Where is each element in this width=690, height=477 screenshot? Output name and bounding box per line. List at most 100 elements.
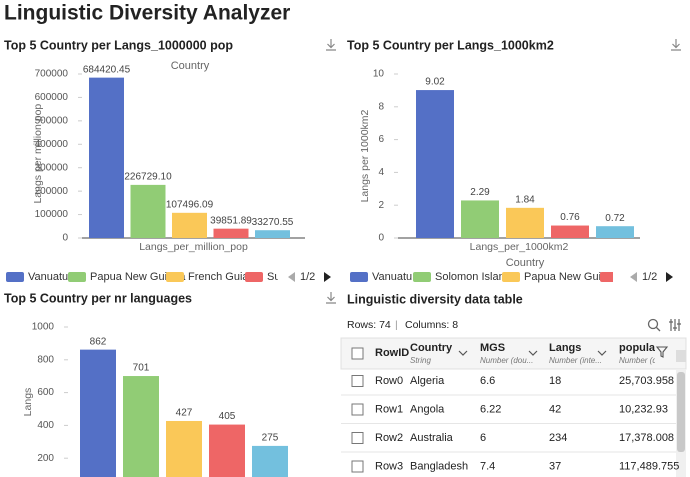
bar [416, 90, 454, 239]
y-tick-label: 400000 [35, 139, 69, 150]
bar [209, 424, 245, 477]
x-axis-label: Country [171, 60, 210, 72]
legend-label[interactable]: Solomon Islands [435, 271, 517, 283]
legend-swatch[interactable] [6, 272, 24, 282]
legend-label[interactable]: Papua New Guinea [90, 271, 186, 283]
download-icon[interactable] [326, 39, 336, 51]
value-label: 33270.55 [252, 217, 294, 228]
y-tick-label: 4 [378, 167, 384, 178]
download-icon[interactable] [671, 39, 681, 51]
table-title: Linguistic diversity data table [347, 292, 523, 306]
value-label: 2.29 [470, 187, 490, 198]
y-axis-label: Langs per million pop [32, 104, 44, 204]
legend-swatch[interactable] [68, 272, 86, 282]
column-type: Number (inte... [549, 356, 602, 365]
table-panel: Linguistic diversity data table Rows: 74… [340, 292, 687, 477]
bar [80, 349, 116, 477]
sort-icon[interactable] [597, 350, 607, 356]
checkbox[interactable] [351, 375, 364, 387]
checkbox[interactable] [351, 403, 364, 416]
scrollbar-thumb[interactable] [677, 372, 685, 452]
chart-title: Top 5 Country per Langs_1000km2 [347, 38, 554, 52]
table-cell: 6.6 [480, 375, 495, 387]
chart-title: Top 5 Country per Langs_1000000 pop [4, 38, 233, 52]
table-cell: 17,378.008 [619, 432, 674, 444]
bar [172, 212, 207, 238]
legend-next[interactable] [666, 272, 673, 282]
sort-icon[interactable] [458, 350, 468, 356]
x-tick-label: Langs_per_1000km2 [470, 241, 569, 253]
legend-label[interactable]: Vanuatu [372, 271, 412, 283]
column-header[interactable]: MGS [480, 342, 505, 354]
checkbox[interactable] [351, 460, 364, 473]
value-label: 684420.45 [83, 64, 131, 75]
column-header[interactable]: RowID [375, 347, 409, 359]
bar [596, 226, 634, 238]
legend-next[interactable] [324, 272, 331, 282]
sort-icon[interactable] [528, 350, 538, 356]
y-tick-label: 6 [378, 134, 384, 145]
legend-prev[interactable] [288, 272, 295, 282]
bar [166, 420, 202, 477]
legend-label[interactable]: French Guiana [188, 271, 262, 283]
settings-icon[interactable] [669, 319, 681, 331]
y-tick-label: 0 [378, 233, 384, 244]
checkbox[interactable] [351, 347, 364, 360]
y-tick-label: 800 [37, 354, 54, 365]
legend-swatch[interactable] [600, 272, 618, 282]
value-label: 0.72 [605, 213, 625, 224]
table-header [340, 337, 687, 370]
column-header[interactable]: Country [410, 342, 453, 354]
legend-label[interactable]: Vanuatu [28, 271, 68, 283]
table-cell: Row0 [375, 375, 403, 387]
table-cell: 18 [549, 375, 561, 387]
y-tick-label: 8 [378, 101, 384, 112]
legend-page: 1/2 [642, 271, 657, 283]
legend-swatch[interactable] [245, 272, 263, 282]
y-tick-label: 500000 [35, 115, 69, 126]
value-label: 275 [262, 433, 279, 444]
legend-label[interactable]: Papua New Guinea [524, 271, 620, 283]
search-icon[interactable] [647, 318, 661, 332]
value-label: 226729.10 [124, 172, 172, 183]
legend-label[interactable]: Suriname [267, 271, 314, 283]
table-cell: 117,489.755 [619, 460, 679, 472]
legend-swatch[interactable] [166, 272, 184, 282]
legend-swatch[interactable] [350, 272, 368, 282]
filter-icon[interactable] [655, 346, 669, 358]
y-axis-label: Langs [22, 388, 34, 417]
legend-prev[interactable] [630, 272, 637, 282]
table-cell: 234 [549, 432, 567, 444]
value-label: 701 [133, 363, 150, 374]
y-tick-label: 10 [373, 69, 385, 80]
table-cell: Row3 [375, 460, 403, 472]
table-cell: 37 [549, 460, 561, 472]
bar [252, 445, 288, 477]
column-header[interactable]: Langs [549, 342, 581, 354]
y-tick-label: 100000 [35, 209, 69, 220]
download-icon[interactable] [326, 292, 336, 304]
separator: | [395, 319, 398, 331]
value-label: 862 [90, 336, 107, 347]
value-label: 405 [219, 411, 236, 422]
bar [506, 207, 544, 238]
y-tick-label: 300000 [35, 162, 69, 173]
y-tick-label: 200000 [35, 186, 69, 197]
table-cell: 6.22 [480, 403, 501, 415]
row-count: Rows: 74 [347, 319, 391, 331]
scrollbar-button[interactable] [676, 350, 686, 362]
y-tick-label: 200 [37, 453, 54, 464]
column-type: Number (d... [619, 356, 663, 365]
legend-swatch[interactable] [502, 272, 520, 282]
value-label: 0.76 [560, 212, 580, 223]
legend-swatch[interactable] [413, 272, 431, 282]
y-tick-label: 700000 [35, 69, 69, 80]
checkbox[interactable] [351, 432, 364, 444]
x-tick-label: Langs_per_million_pop [139, 241, 248, 253]
table-cell: 7.4 [480, 460, 495, 472]
column-type: Number (dou... [480, 356, 533, 365]
table-cell: 6 [480, 432, 486, 444]
table-cell: 25,703.958 [619, 375, 674, 387]
column-header[interactable]: populati [619, 342, 662, 354]
